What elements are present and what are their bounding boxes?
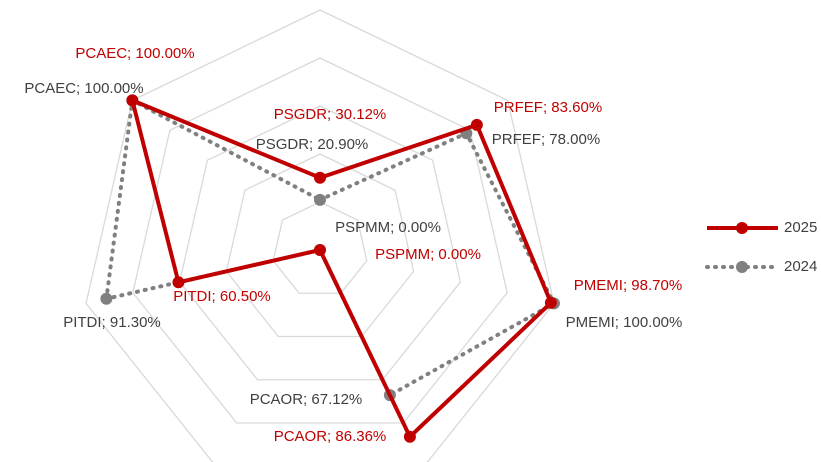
data-label: PCAEC; 100.00% bbox=[24, 80, 143, 97]
grid-ring bbox=[272, 201, 368, 294]
data-label: PCAEC; 100.00% bbox=[75, 45, 194, 62]
data-point bbox=[544, 296, 557, 309]
series-line bbox=[104, 97, 557, 398]
legend-label: 2024 bbox=[784, 258, 817, 275]
data-point bbox=[403, 430, 416, 443]
data-point bbox=[172, 276, 185, 289]
grid-ring bbox=[178, 105, 462, 381]
data-label: PCAOR; 67.12% bbox=[250, 391, 363, 408]
data-label: PSPMM; 0.00% bbox=[335, 219, 441, 236]
legend-marker bbox=[736, 261, 748, 273]
data-label: PSPMM; 0.00% bbox=[375, 246, 481, 263]
data-point bbox=[470, 118, 483, 131]
legend-label: 2025 bbox=[784, 219, 817, 236]
data-point bbox=[314, 193, 326, 206]
data-label: PITDI; 60.50% bbox=[173, 288, 271, 305]
data-point bbox=[126, 94, 139, 107]
grid-ring bbox=[132, 57, 508, 424]
data-label: PRFEF; 78.00% bbox=[492, 131, 600, 148]
data-label: PITDI; 91.30% bbox=[63, 314, 161, 331]
data-label: PCAOR; 86.36% bbox=[274, 428, 387, 445]
legend-marker bbox=[736, 222, 748, 234]
data-point bbox=[314, 244, 326, 256]
data-point bbox=[314, 171, 326, 184]
data-label: PRFEF; 83.60% bbox=[494, 99, 602, 116]
data-label: PSGDR; 20.90% bbox=[256, 136, 369, 153]
data-label: PMEMI; 100.00% bbox=[566, 314, 683, 331]
data-point bbox=[100, 292, 113, 305]
data-label: PMEMI; 98.70% bbox=[574, 277, 682, 294]
grid-ring bbox=[225, 153, 415, 338]
grid-ring bbox=[85, 9, 555, 462]
series-line bbox=[130, 98, 553, 439]
data-label: PSGDR; 30.12% bbox=[274, 106, 387, 123]
